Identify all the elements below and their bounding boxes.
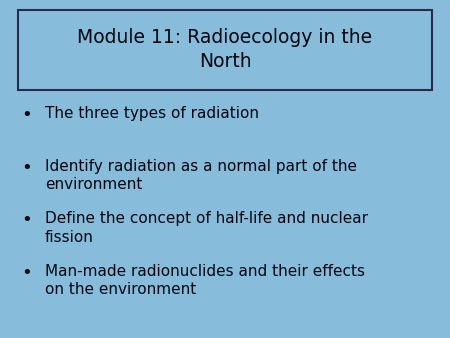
FancyBboxPatch shape [18, 10, 432, 90]
Text: •: • [22, 159, 32, 177]
Text: •: • [22, 264, 32, 282]
Text: Identify radiation as a normal part of the
environment: Identify radiation as a normal part of t… [45, 159, 357, 192]
Text: Define the concept of half-life and nuclear
fission: Define the concept of half-life and nucl… [45, 211, 368, 245]
Text: •: • [22, 106, 32, 124]
Text: The three types of radiation: The three types of radiation [45, 106, 259, 121]
Text: Module 11: Radioecology in the
North: Module 11: Radioecology in the North [77, 28, 373, 71]
Text: Man-made radionuclides and their effects
on the environment: Man-made radionuclides and their effects… [45, 264, 365, 297]
Text: •: • [22, 211, 32, 229]
